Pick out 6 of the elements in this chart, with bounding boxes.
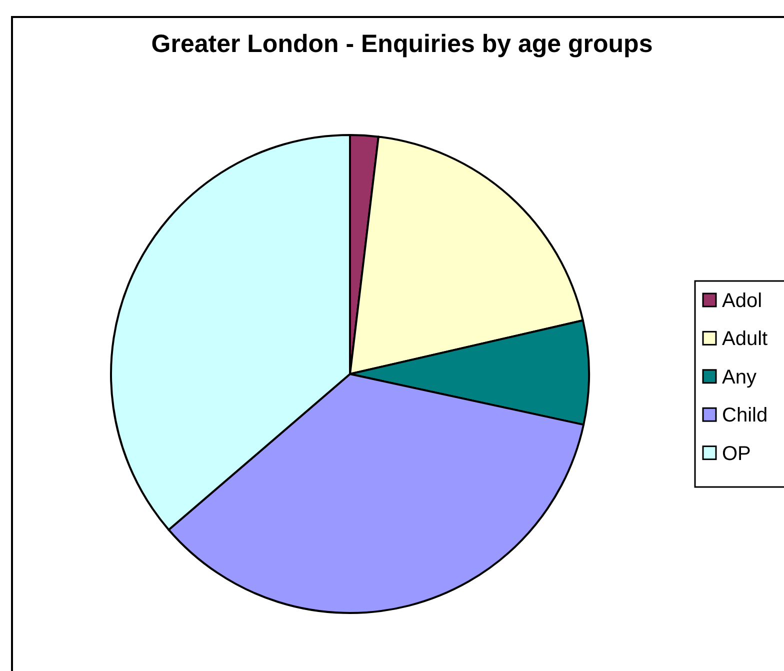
legend-label: Adol	[722, 290, 762, 312]
legend-label: OP	[722, 442, 751, 465]
legend-label: Any	[722, 366, 756, 388]
chart-title: Greater London - Enquiries by age groups	[151, 30, 653, 58]
legend-label: Adult	[722, 328, 768, 350]
legend-label: Child	[722, 404, 768, 427]
